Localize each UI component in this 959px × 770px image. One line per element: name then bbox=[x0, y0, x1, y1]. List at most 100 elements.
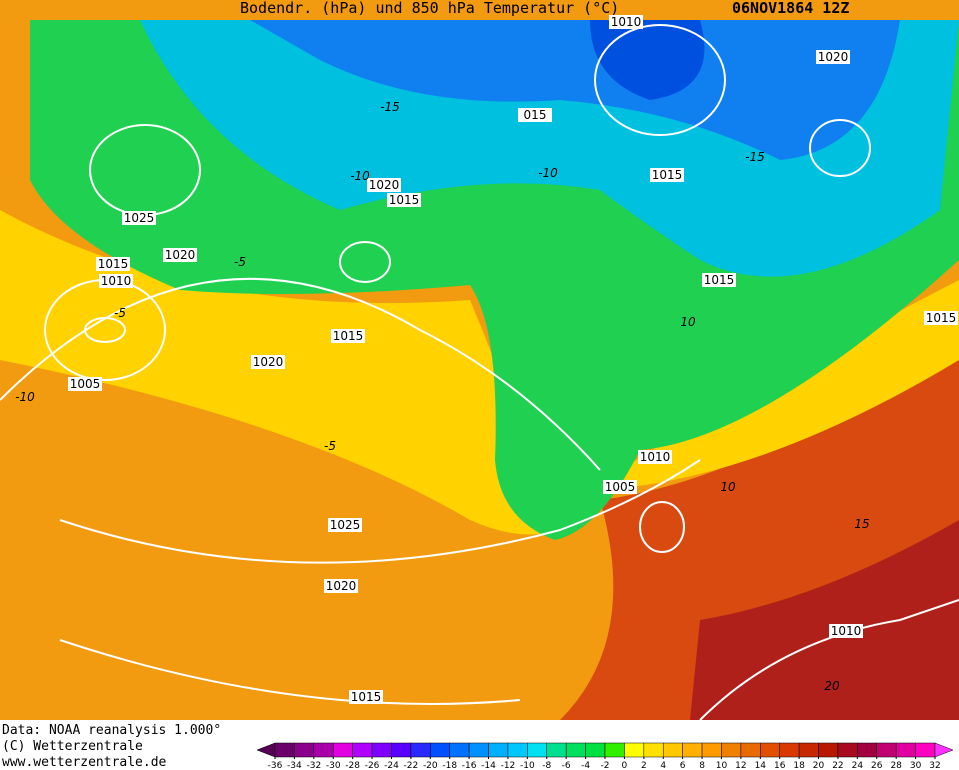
isobar-label-bg bbox=[816, 50, 850, 64]
colorbar-tick-label: 18 bbox=[793, 761, 805, 770]
isobar-label: 1015 bbox=[333, 329, 364, 343]
colorbar-tick-label: 20 bbox=[813, 761, 825, 770]
colorbar-tick-label: 28 bbox=[890, 761, 902, 770]
colorbar-segment bbox=[662, 742, 683, 758]
colorbar-tick-label: -14 bbox=[481, 761, 496, 770]
isobar-label: 1015 bbox=[389, 193, 420, 207]
colorbar-segment bbox=[332, 742, 353, 758]
colorbar-tick-label: 14 bbox=[755, 761, 767, 770]
colorbar-segment bbox=[274, 742, 295, 758]
colorbar-segment bbox=[682, 742, 703, 758]
colorbar-segment bbox=[837, 742, 858, 758]
colorbar-segment bbox=[740, 742, 761, 758]
isobar-label-bg bbox=[324, 579, 358, 593]
isobar-label: 1015 bbox=[926, 311, 957, 325]
colorbar-tick-label: 10 bbox=[716, 761, 728, 770]
isobar-label-bg bbox=[122, 211, 156, 225]
isobar-label: 1010 bbox=[611, 15, 642, 29]
isobars bbox=[0, 24, 959, 721]
colorbar-segment bbox=[507, 742, 528, 758]
colorbar-tick-label: -8 bbox=[542, 761, 551, 770]
colorbar-segment bbox=[313, 742, 334, 758]
isobar-label-bg bbox=[924, 311, 958, 325]
isobar-label: 1010 bbox=[101, 274, 132, 288]
isotherm-label: -10 bbox=[350, 169, 370, 183]
website: www.wetterzentrale.de bbox=[2, 755, 167, 770]
colorbar-tick-label: 32 bbox=[929, 761, 940, 770]
isobar bbox=[594, 24, 726, 136]
colorbar-segment bbox=[449, 742, 470, 758]
colorbar-segment bbox=[468, 742, 489, 758]
isotherm-label: 15 bbox=[854, 517, 869, 531]
colorbar-tick-label: -18 bbox=[442, 761, 457, 770]
date: 06NOV1864 12Z bbox=[732, 0, 849, 17]
colorbar-tick-label: -20 bbox=[423, 761, 438, 770]
isobar-label: 1015 bbox=[704, 273, 735, 287]
isobar-label-bg bbox=[367, 178, 401, 192]
colorbar-tick-label: -2 bbox=[601, 761, 610, 770]
colorbar-segment bbox=[604, 742, 625, 758]
data-source: Data: NOAA reanalysis 1.000° bbox=[2, 723, 221, 738]
colorbar-tick-label: -28 bbox=[345, 761, 360, 770]
colorbar-segment bbox=[430, 742, 450, 758]
isobar-label: 1005 bbox=[70, 377, 101, 391]
isobar bbox=[339, 241, 391, 283]
isobar bbox=[639, 501, 685, 553]
isobar-label: 1020 bbox=[253, 355, 284, 369]
colorbar-segment bbox=[585, 742, 606, 758]
colorbar-tick-label: -4 bbox=[581, 761, 590, 770]
colorbar-segment bbox=[527, 742, 548, 758]
colorbar-segment bbox=[798, 742, 819, 758]
colorbar-segment bbox=[721, 742, 742, 758]
isobar bbox=[0, 277, 601, 471]
colorbar-tick-label: -32 bbox=[306, 761, 321, 770]
isobar-label-bg bbox=[638, 450, 672, 464]
colorbar-tick-label: -36 bbox=[268, 761, 283, 770]
colorbar-segment bbox=[779, 742, 800, 758]
colorbar-segment bbox=[760, 742, 780, 758]
isobar-label-bg bbox=[518, 108, 552, 122]
isotherm-label: -5 bbox=[324, 439, 336, 453]
isobar-label-bg bbox=[650, 168, 684, 182]
isobar-label: 1005 bbox=[605, 480, 636, 494]
isobar-label-bg bbox=[387, 193, 421, 207]
isotherm-label: -5 bbox=[114, 306, 126, 320]
isobar-label-bg bbox=[331, 329, 365, 343]
isotherm-label: 20 bbox=[824, 679, 840, 693]
colorbar-tick-label: -34 bbox=[287, 761, 302, 770]
colorbar-tick-label: 22 bbox=[832, 761, 843, 770]
isobar-label-bg bbox=[96, 257, 130, 271]
colorbar-tick-label: 4 bbox=[660, 761, 666, 770]
isobar-label-bg bbox=[99, 274, 133, 288]
colorbar-segment bbox=[624, 742, 645, 758]
hot-region bbox=[690, 520, 959, 720]
colorbar-segment bbox=[352, 742, 373, 758]
isobar-label-bg bbox=[702, 273, 736, 287]
isobar-label: 1020 bbox=[818, 50, 849, 64]
colorbar-segment bbox=[915, 742, 936, 758]
blue-region bbox=[250, 20, 900, 160]
isobar-label: 1010 bbox=[831, 624, 862, 638]
isobar-label: 1025 bbox=[330, 518, 361, 532]
colorbar-tick-label: 12 bbox=[735, 761, 746, 770]
colorbar-tick-label: 2 bbox=[641, 761, 647, 770]
colorbar-segment bbox=[876, 742, 897, 758]
colorbar-tick-label: -30 bbox=[326, 761, 341, 770]
isobar-label-bg bbox=[328, 518, 362, 532]
colorbar-segment bbox=[546, 742, 567, 758]
colorbar-segment bbox=[643, 742, 664, 758]
colorbar-segment bbox=[294, 742, 315, 758]
isobar-label-bg bbox=[68, 377, 102, 391]
colorbar-segment bbox=[488, 742, 509, 758]
isotherm-label: -15 bbox=[745, 150, 765, 164]
colorbar-segment bbox=[857, 742, 878, 758]
isobar bbox=[59, 639, 521, 705]
colorbar-tick-label: 26 bbox=[871, 761, 883, 770]
colorbar-segment bbox=[371, 742, 392, 758]
colorbar-tick-label: 30 bbox=[910, 761, 922, 770]
isobar-label-bg bbox=[609, 15, 643, 29]
isobar-label-bg bbox=[163, 248, 197, 262]
colorbar-tick-label: 24 bbox=[852, 761, 864, 770]
isobar-label: 1015 bbox=[652, 168, 683, 182]
